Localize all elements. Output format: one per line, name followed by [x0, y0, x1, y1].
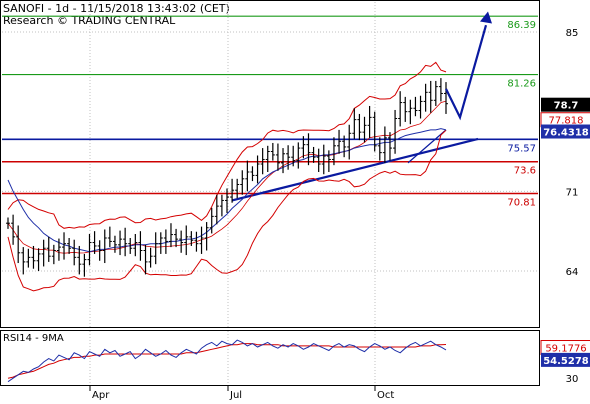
axis-labels: 85 71 64 Apr Jul Oct 30 — [89, 28, 579, 401]
indicator-lines — [7, 61, 447, 292]
tag-last-price: 78.7 — [554, 101, 579, 112]
x-tick-label: Oct — [377, 390, 394, 400]
level-lines: 86.39 81.26 75.57 73.6 70.81 — [2, 15, 538, 208]
level-blue-label: 75.57 — [507, 143, 536, 154]
tag-last-price-bg — [541, 97, 590, 112]
tag-bollinger: 77.818 — [549, 116, 584, 127]
level-green-high-label: 86.39 — [507, 20, 536, 31]
level-red-low-label: 70.81 — [507, 197, 536, 208]
trendline-group — [231, 129, 479, 202]
y-tick-label: 71 — [566, 187, 579, 198]
tag-rsi-ma: 59.1776 — [545, 344, 586, 355]
y-tick-label: 85 — [566, 28, 579, 39]
rsi-lines — [7, 339, 447, 383]
bollinger-lower — [7, 129, 447, 292]
tag-rsi-bg — [541, 352, 590, 367]
price-bars — [6, 78, 448, 277]
rsi-line — [7, 339, 447, 383]
bollinger-upper — [7, 61, 447, 229]
price-panel-frame — [0, 0, 540, 328]
projection-arrow — [445, 11, 492, 121]
level-red-mid-label: 73.6 — [514, 166, 536, 177]
tag-moving-average-bg — [541, 124, 590, 139]
rsi-y-tick-label: 30 — [566, 374, 579, 385]
rsi-ma-line — [7, 343, 447, 379]
x-tick-label: Jul — [229, 390, 242, 400]
projection-path — [445, 24, 488, 121]
bollinger-mid — [7, 100, 447, 254]
rsi-panel-frame — [0, 330, 540, 386]
arrow-head — [480, 11, 492, 24]
y-tick-label: 64 — [566, 267, 579, 278]
x-tick-label: Apr — [92, 390, 110, 400]
rsi-title: RSI14 - 9MA — [3, 333, 64, 344]
tag-rsi: 54.5278 — [543, 356, 589, 367]
triangle-upper — [407, 129, 447, 164]
chart-header-line1: SANOFI - 1d - 11/15/2018 13:43:02 (CET) — [3, 2, 230, 15]
tag-moving-average: 76.4318 — [543, 128, 589, 139]
moving-average — [7, 128, 447, 253]
level-green-mid-label: 81.26 — [507, 79, 536, 90]
